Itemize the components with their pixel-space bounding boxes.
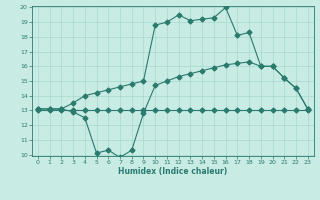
X-axis label: Humidex (Indice chaleur): Humidex (Indice chaleur) — [118, 167, 228, 176]
